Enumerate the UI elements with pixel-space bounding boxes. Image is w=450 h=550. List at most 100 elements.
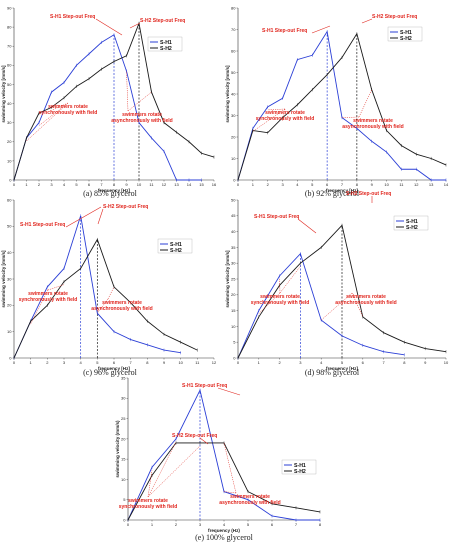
sync-line-1: swimmers rotate <box>48 104 88 110</box>
y-tick-label: 60 <box>7 63 12 68</box>
annotation-arrow <box>97 208 104 225</box>
chart-panel-1: 0 1 2 3 4 5 6 7 8 9 10 11 12 13 1401020304050607080fre… <box>225 5 449 198</box>
sync-line-2: synchronously with field <box>251 300 310 306</box>
async-line-2: asynchronously with field <box>335 300 396 306</box>
y-tick-label: 20 <box>7 303 12 308</box>
legend-entry: S-H2 <box>160 46 172 52</box>
async-pointer <box>358 89 372 118</box>
y-tick-label: 0 <box>233 355 236 360</box>
sync-pointer <box>47 284 65 291</box>
async-annotation: swimmers rotate asynchronously with field <box>335 294 396 306</box>
x-tick-label: 0 <box>13 182 16 187</box>
sync-line-2: synchronously with field <box>39 110 98 116</box>
x-tick-label: 13 <box>174 182 179 187</box>
sync-pointer <box>267 108 286 111</box>
annotation-arrow <box>65 206 102 228</box>
sync-line-1: swimmers rotate <box>28 291 68 297</box>
legend-entry: S-H1 <box>160 40 172 46</box>
x-tick-label: 9 <box>371 182 374 187</box>
y-axis-label: swimming velocity [mm/s] <box>225 250 230 308</box>
x-tick-label: 6 <box>88 182 91 187</box>
x-tick-label: 8 <box>113 182 116 187</box>
y-tick-label: 20 <box>7 139 12 144</box>
async-pointer <box>127 91 152 112</box>
x-axis-label: frequency [Hz] <box>326 188 358 193</box>
x-tick-label: 0 <box>13 360 16 365</box>
x-tick-label: 8 <box>319 522 322 527</box>
y-axis-label: swimming velocity [mm/s] <box>1 250 6 308</box>
x-tick-label: 7 <box>341 182 344 187</box>
sync-line-1: swimmers rotate <box>260 294 300 300</box>
x-tick-label: 6 <box>326 182 329 187</box>
legend-entry: S-H2 <box>170 248 182 254</box>
y-tick-label: 60 <box>231 48 236 53</box>
annotation-arrow <box>311 25 331 34</box>
x-tick-label: 1 <box>30 360 33 365</box>
y-tick-label: 30 <box>231 261 236 266</box>
x-tick-label: 1 <box>25 182 28 187</box>
async-pointer <box>107 286 115 300</box>
y-tick-label: 40 <box>231 91 236 96</box>
y-tick-label: 20 <box>121 436 126 441</box>
y-tick-label: 30 <box>7 276 12 281</box>
x-axis-label: frequency [Hz] <box>98 188 130 193</box>
x-tick-label: 12 <box>212 360 217 365</box>
stepout-annotation-h1: S-H1 Step-out Freq <box>20 222 65 228</box>
x-tick-label: 11 <box>399 182 404 187</box>
y-tick-label: 60 <box>7 197 12 202</box>
y-tick-label: 35 <box>121 375 126 380</box>
legend: S-H1S-H2 <box>393 215 429 231</box>
x-tick-label: 6 <box>113 360 116 365</box>
stepout-annotation-h1: S-H1 Step-out Freq <box>182 383 227 389</box>
x-tick-label: 0 <box>127 522 130 527</box>
x-tick-label: 3 <box>299 360 302 365</box>
series-line-s-h2 <box>13 238 198 359</box>
y-tick-label: 10 <box>121 477 126 482</box>
x-tick-label: 4 <box>320 360 323 365</box>
stepout-annotation-h1: S-H1 Step-out Freq <box>254 214 299 220</box>
async-line-1: swimmers rotate <box>122 112 162 118</box>
x-tick-label: 5 <box>247 522 250 527</box>
y-tick-label: 5 <box>123 497 126 502</box>
x-tick-label: 13 <box>429 182 434 187</box>
y-tick-label: 50 <box>231 70 236 75</box>
async-line-1: swimmers rotate <box>230 494 270 500</box>
sync-pointer <box>147 470 153 498</box>
annotation-arrow <box>199 437 209 445</box>
sync-line-2: synchronously with field <box>256 116 315 122</box>
stepout-annotation-h2: S-H2 Step-out Freq <box>172 433 217 439</box>
x-tick-label: 5 <box>96 360 99 365</box>
x-tick-label: 4 <box>223 522 226 527</box>
async-annotation: swimmers rotate asynchronously with field <box>219 494 280 506</box>
y-tick-label: 0 <box>9 355 12 360</box>
x-tick-label: 0 <box>237 360 240 365</box>
y-tick-label: 25 <box>231 276 236 281</box>
x-tick-label: 8 <box>403 360 406 365</box>
x-tick-label: 5 <box>75 182 78 187</box>
panel-caption: (b) 92% glycerol <box>305 189 360 198</box>
legend: S-H1S-H2 <box>281 459 317 475</box>
series-line-s-h2 <box>237 32 447 181</box>
x-tick-label: 2 <box>175 522 178 527</box>
async-pointer <box>97 298 109 314</box>
sync-annotation: swimmers rotate synchronously with field <box>251 294 310 306</box>
sync-pointer <box>279 266 301 294</box>
x-tick-label: 14 <box>187 182 192 187</box>
async-pointer <box>126 71 129 112</box>
x-axis-label: frequency (Hz) <box>208 528 240 533</box>
x-tick-label: 10 <box>384 182 389 187</box>
sync-line-1: swimmers rotate <box>128 498 168 504</box>
x-axis-label: frequency [Hz] <box>326 366 358 371</box>
legend: S-H1S-H2 <box>157 238 193 254</box>
chart-panel-4: 0 1 2 3 4 5 6 7 8 0 5 10 15 20 25 30 35 frequency (Hz) swi… <box>115 375 322 542</box>
y-tick-label: 45 <box>231 213 236 218</box>
x-tick-label: 3 <box>281 182 284 187</box>
series-line-s-h1 <box>13 34 202 181</box>
legend-entry: S-H1 <box>406 219 418 225</box>
sync-pointer <box>147 445 201 498</box>
panel-caption: (d) 98% glycerol <box>305 368 360 377</box>
sync-line-1: swimmers rotate <box>265 110 305 116</box>
x-tick-label: 2 <box>46 360 49 365</box>
